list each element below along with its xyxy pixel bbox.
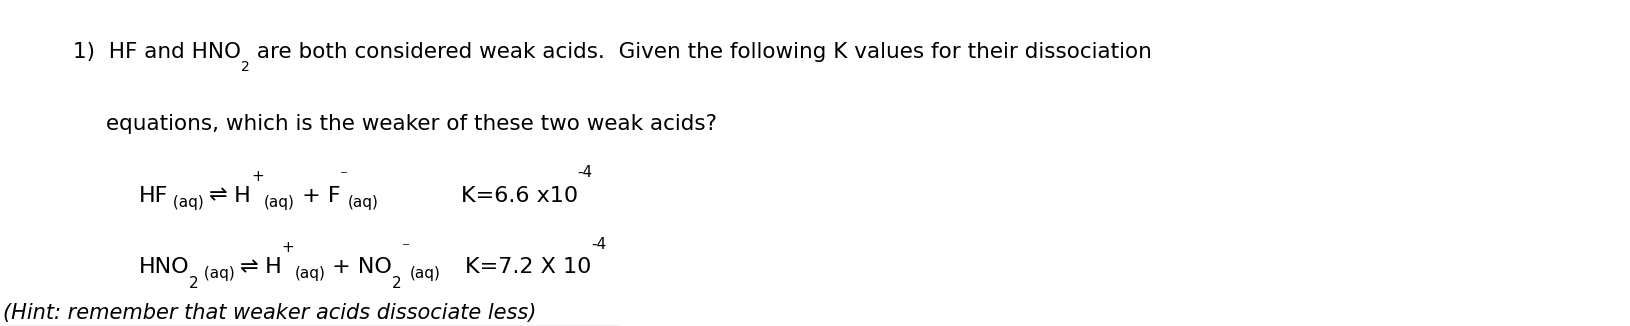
Text: (aq): (aq) [409,266,440,281]
Text: H: H [227,185,251,206]
Text: 2: 2 [189,276,199,291]
Text: +: + [282,240,295,255]
Text: 1)  HF and HNO: 1) HF and HNO [73,42,241,62]
Text: HF: HF [139,185,168,206]
Text: equations, which is the weaker of these two weak acids?: equations, which is the weaker of these … [106,114,717,134]
Text: (aq): (aq) [295,266,326,281]
Text: are both considered weak acids.  Given the following K values for their dissocia: are both considered weak acids. Given th… [249,42,1152,62]
Text: 2: 2 [241,60,249,74]
Text: ⁻: ⁻ [341,169,349,184]
Text: -4: -4 [592,237,606,252]
Text: (aq): (aq) [199,266,235,281]
Text: + F: + F [295,185,341,206]
Text: (aq): (aq) [349,195,380,210]
Text: ⇌: ⇌ [209,185,227,206]
Text: -4: -4 [577,165,593,180]
Text: (aq): (aq) [264,195,295,210]
Text: H: H [258,257,282,277]
Text: ⇌: ⇌ [240,257,258,277]
Text: K=7.2 X 10: K=7.2 X 10 [465,257,592,277]
Text: (aq): (aq) [168,195,204,210]
Text: ⁻: ⁻ [403,240,409,255]
Text: 2: 2 [393,276,403,291]
Text: HNO: HNO [139,257,189,277]
Text: + NO: + NO [326,257,393,277]
Text: +: + [251,169,264,184]
Text: (Hint: remember that weaker acids dissociate less): (Hint: remember that weaker acids dissoc… [3,303,536,323]
Text: K=6.6 x10: K=6.6 x10 [461,185,577,206]
